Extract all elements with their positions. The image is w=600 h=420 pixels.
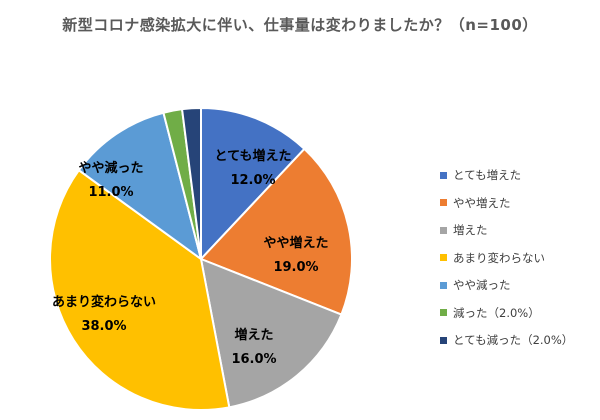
legend-swatch [440,171,447,179]
slice-category-label: やや増えた [263,235,328,251]
legend-swatch [440,226,447,234]
slice-value-label: 11.0% [88,185,133,200]
legend-item: とても減った（2.0%） [440,329,573,351]
legend-item: 増えた [440,219,573,241]
legend-swatch [440,336,447,344]
legend-swatch [440,309,447,316]
pie-slice-4 [77,111,203,262]
legend-item: あまり変わらない [440,247,573,269]
legend-label: やや増えた [453,195,511,210]
legend: とても増えた やや増えた増えたあまり変わらない やや減った減った（2.0%） とても減… [440,164,573,357]
legend-item: やや増えた [440,192,573,214]
slice-value-label: 16.0% [231,352,276,367]
legend-swatch [440,254,447,261]
legend-label: とても増えた [453,168,522,182]
pie-slices [49,106,353,411]
legend-swatch [440,199,447,206]
legend-label: やや減った [453,278,511,292]
pie-labels: とても増えた 12.0% やや増えた 19.0% 増えた 16.0% あまり変わらない 38.… [52,148,329,367]
legend-label: とても減った（2.0%） [453,333,574,347]
legend-label: あまり変わらない [453,250,545,265]
slice-value-label: 38.0% [81,319,126,334]
legend-item: とても増えた [440,164,573,186]
pie-slice-2 [199,257,343,409]
pie-slice-0 [200,106,306,262]
legend-item: やや減った [440,274,573,296]
legend-item: 減った（2.0%） [440,302,573,324]
pie-slice-6 [180,106,202,260]
slice-value-label: 19.0% [273,260,318,275]
slice-category-label: やや減った [78,160,143,176]
chart-title: 新型コロナ感染拡大に伴い、仕事量は変わりましたか？（n=100） [62,16,538,34]
pie-slice-3 [49,168,231,411]
slice-category-label: あまり変わらない [52,294,156,310]
legend-label: 減った（2.0%） [453,305,540,320]
slice-category-label: 増えた [234,327,273,343]
legend-swatch [440,281,447,289]
slice-category-label: とても増えた [215,148,292,164]
slice-value-label: 12.0% [230,173,275,188]
legend-label: 増えた [453,223,488,237]
